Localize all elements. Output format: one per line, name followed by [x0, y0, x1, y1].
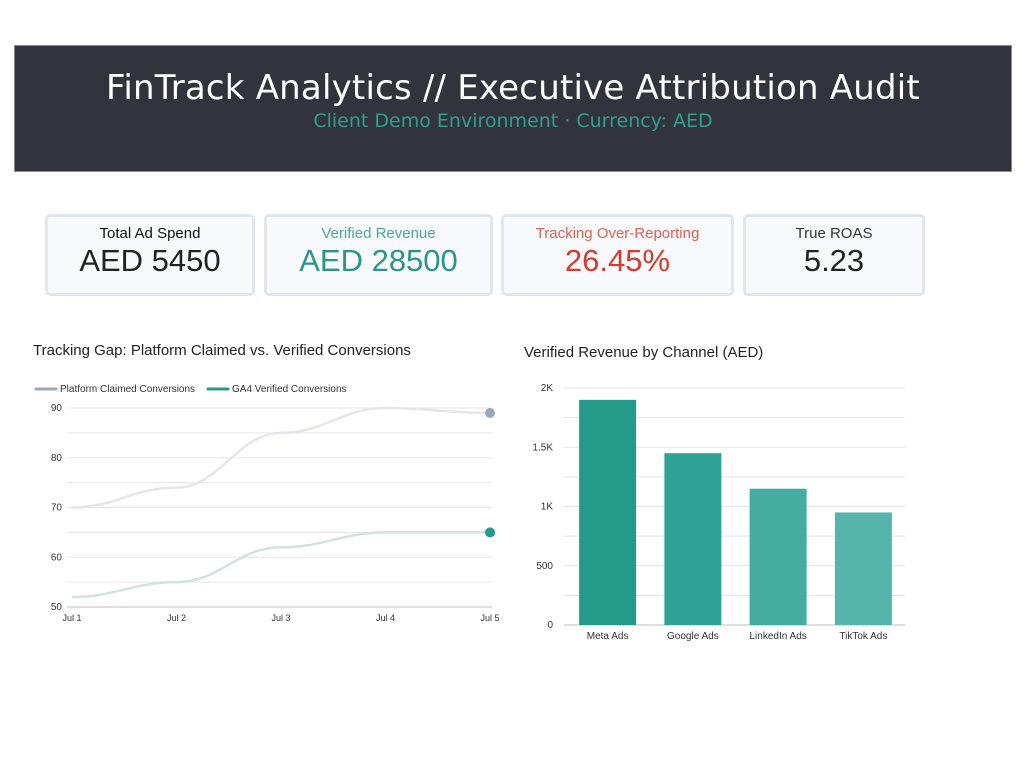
series-end-marker — [485, 527, 495, 538]
legend-label: Platform Claimed Conversions — [60, 384, 195, 395]
x-tick-label: TikTok Ads — [839, 631, 887, 642]
legend-label: GA4 Verified Conversions — [232, 384, 347, 395]
line-chart: 50 60 70 80 90 Jul 1 Jul 2 Jul 3 Jul 4 Jul 5 Platf… — [34, 384, 500, 623]
x-tick-label: Jul 4 — [376, 613, 395, 623]
kpi-label: Verified Revenue — [321, 225, 436, 242]
y-tick-label: 50 — [51, 602, 63, 613]
x-tick-label: Jul 2 — [167, 613, 186, 623]
x-tick-label: Meta Ads — [587, 631, 629, 642]
kpi-label: Total Ad Spend — [99, 225, 201, 242]
y-tick-label: 2K — [541, 383, 554, 394]
x-tick-label: Google Ads — [667, 631, 719, 642]
x-tick-label: LinkedIn Ads — [749, 631, 806, 642]
x-tick-label: Jul 3 — [271, 613, 290, 623]
y-tick-label: 90 — [51, 403, 63, 414]
dashboard-title: FinTrack Analytics // Executive Attribut… — [106, 68, 920, 108]
kpi-value: 5.23 — [803, 243, 865, 278]
kpi-card-true-roas: True ROAS 5.23 — [743, 214, 925, 296]
kpi-value: AED 5450 — [79, 243, 221, 278]
series-line — [71, 406, 491, 509]
dashboard-subtitle: Client Demo Environment · Currency: AED — [313, 110, 713, 132]
kpi-label: True ROAS — [795, 225, 873, 242]
y-tick-label: 80 — [51, 453, 63, 464]
series-end-marker — [485, 407, 495, 418]
kpi-label: Tracking Over-Reporting — [535, 225, 700, 242]
bar — [579, 399, 637, 625]
dashboard-header: FinTrack Analytics // Executive Attribut… — [14, 45, 1012, 172]
y-tick-label: 1.5K — [532, 442, 553, 453]
bar — [664, 453, 722, 625]
kpi-card-tracking-over-reporting: Tracking Over-Reporting 26.45% — [501, 214, 734, 296]
x-tick-label: Jul 1 — [62, 613, 81, 623]
y-tick-label: 70 — [51, 503, 63, 514]
bar — [749, 488, 807, 625]
x-tick-label: Jul 5 — [480, 613, 499, 623]
y-tick-label: 500 — [536, 561, 553, 572]
line-chart-title: Tracking Gap: Platform Claimed vs. Verif… — [33, 342, 411, 359]
series-line — [71, 531, 490, 599]
bar-chart-title: Verified Revenue by Channel (AED) — [524, 344, 764, 361]
kpi-card-total-ad-spend: Total Ad Spend AED 5450 — [45, 214, 255, 296]
bar-chart: 0 500 1K 1.5K 2K Meta Ads Google Ads LinkedIn A… — [532, 383, 905, 642]
bar — [834, 512, 892, 625]
y-tick-label: 0 — [547, 620, 553, 631]
kpi-value: 26.45% — [564, 243, 671, 278]
kpi-value: AED 28500 — [299, 243, 458, 278]
kpi-card-verified-revenue: Verified Revenue AED 28500 — [264, 214, 493, 296]
y-tick-label: 60 — [51, 552, 63, 563]
y-tick-label: 1K — [541, 502, 554, 513]
